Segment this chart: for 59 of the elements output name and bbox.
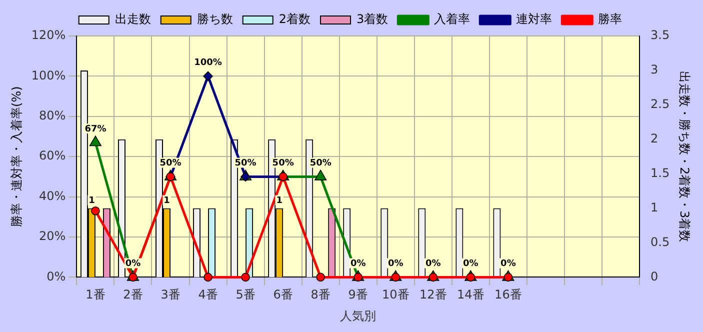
legend-label: 勝ち数 (196, 12, 233, 26)
x-tick-label: 4番 (198, 288, 218, 302)
data-label: 50% (234, 158, 256, 169)
legend-label: 入着率 (434, 12, 470, 26)
point (316, 272, 325, 282)
y2-tick-label: 1 (650, 200, 658, 214)
y2-tick-label: 3 (650, 62, 658, 77)
y2-tick-label: 3.5 (650, 28, 670, 42)
y2-axis-title: 出走数・勝ち数・2着数・3着数 (678, 70, 692, 242)
y2-tick-label: 0.5 (650, 234, 670, 249)
data-label: 1 (164, 196, 170, 206)
legend-label: 勝率 (598, 12, 622, 26)
x-tick-label: 1番 (86, 288, 106, 302)
x-tick-label: 8番 (310, 288, 330, 302)
y-tick-label: 120% (31, 28, 66, 42)
y2-tick-label: 1.5 (650, 166, 670, 180)
data-label: 0% (500, 259, 516, 270)
data-label: 0% (388, 259, 404, 270)
y-tick-label: 60% (39, 148, 66, 163)
data-label: 0% (350, 259, 366, 270)
y2-tick-label: 2 (650, 131, 658, 146)
legend-label: 出走数 (114, 12, 151, 26)
x-tick-label: 16番 (494, 288, 522, 302)
x-tick-label: 14番 (457, 288, 484, 302)
data-label: 1 (88, 196, 95, 206)
point (314, 170, 327, 180)
x-tick-label: 9番 (348, 288, 368, 302)
data-label: 50% (310, 158, 332, 169)
point (241, 272, 250, 282)
y-tick-label: 40% (39, 188, 66, 203)
x-tick-label: 12番 (420, 288, 447, 302)
legend-label: 2着数 (278, 12, 311, 26)
y-tick-label: 80% (39, 108, 66, 123)
y2-tick-label: 2.5 (650, 97, 670, 112)
data-label: 67% (84, 124, 106, 134)
x-tick-label: 3番 (160, 288, 180, 302)
y-tick-label: 100% (31, 68, 66, 82)
y2-tick-label: 0 (650, 269, 658, 284)
data-label: 1 (276, 196, 282, 206)
data-label: 0% (463, 259, 478, 270)
x-tick-label: 5番 (236, 288, 256, 302)
y-axis-title: 勝率・連対率・入着率(%) (9, 86, 24, 227)
point (89, 136, 102, 146)
y-tick-label: 0% (46, 269, 66, 284)
legend-label: 連対率 (516, 12, 552, 26)
x-tick-label: 2番 (123, 288, 143, 302)
data-label: 50% (160, 158, 182, 169)
legend-label: 3着数 (356, 12, 388, 26)
point (203, 71, 213, 82)
x-tick-label: 10番 (382, 288, 410, 302)
x-tick-label: 6番 (273, 288, 293, 302)
data-label: 100% (194, 58, 222, 68)
y-tick-label: 20% (39, 229, 66, 244)
data-label: 0% (426, 259, 441, 270)
point (91, 206, 100, 216)
point (204, 272, 212, 282)
data-label: 0% (125, 259, 141, 270)
x-axis-title: 人気別 (340, 308, 376, 323)
data-label: 50% (272, 158, 294, 169)
